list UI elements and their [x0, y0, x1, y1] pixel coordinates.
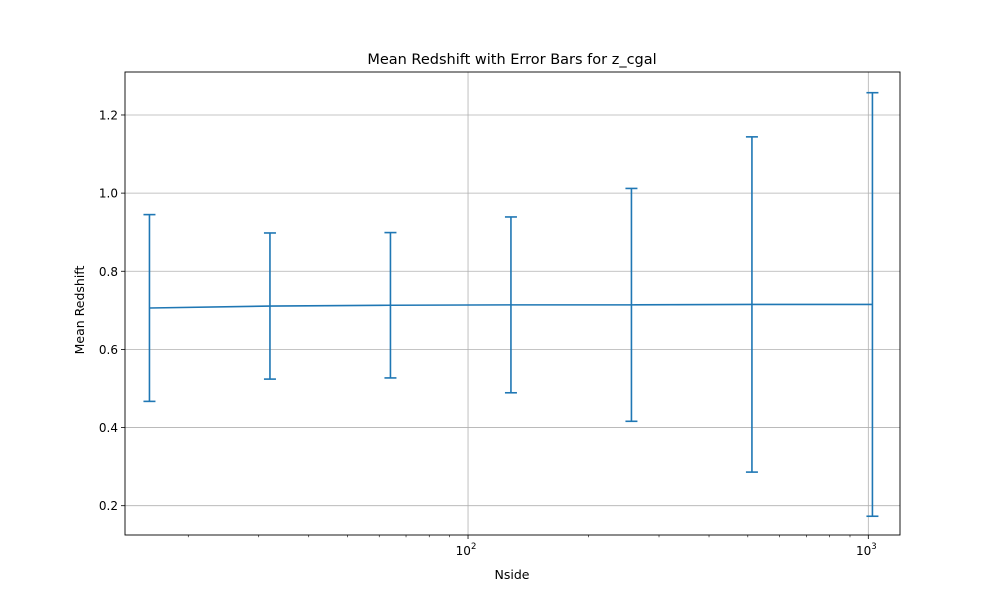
- y-axis-label: Mean Redshift: [72, 266, 87, 355]
- y-tick-label: 1.2: [99, 108, 118, 122]
- x-tick-label: 102: [456, 542, 477, 558]
- plot-frame: [124, 71, 901, 536]
- plot-series: [143, 91, 879, 518]
- x-tick-label: 103: [856, 542, 877, 558]
- error-bar: [504, 216, 517, 394]
- y-tick-label: 0.8: [99, 265, 118, 279]
- y-tick-label: 0.4: [99, 421, 118, 435]
- error-bar: [625, 187, 638, 423]
- x-axis-label: Nside: [495, 567, 530, 582]
- grid-lines: [125, 72, 900, 535]
- y-tick-label: 1.0: [99, 187, 118, 201]
- y-tick-label: 0.2: [99, 499, 118, 513]
- y-tick-label: 0.6: [99, 343, 118, 357]
- error-bar: [866, 91, 879, 518]
- error-bar: [384, 231, 397, 379]
- error-bar: [745, 136, 758, 473]
- error-bar: [263, 232, 276, 380]
- chart-title: Mean Redshift with Error Bars for z_cgal: [367, 52, 656, 68]
- x-axis-ticks: 102 103: [187, 535, 877, 558]
- error-bar: [143, 213, 156, 403]
- y-axis-ticks: 0.2 0.4 0.6 0.8 1.0 1.2: [99, 108, 125, 513]
